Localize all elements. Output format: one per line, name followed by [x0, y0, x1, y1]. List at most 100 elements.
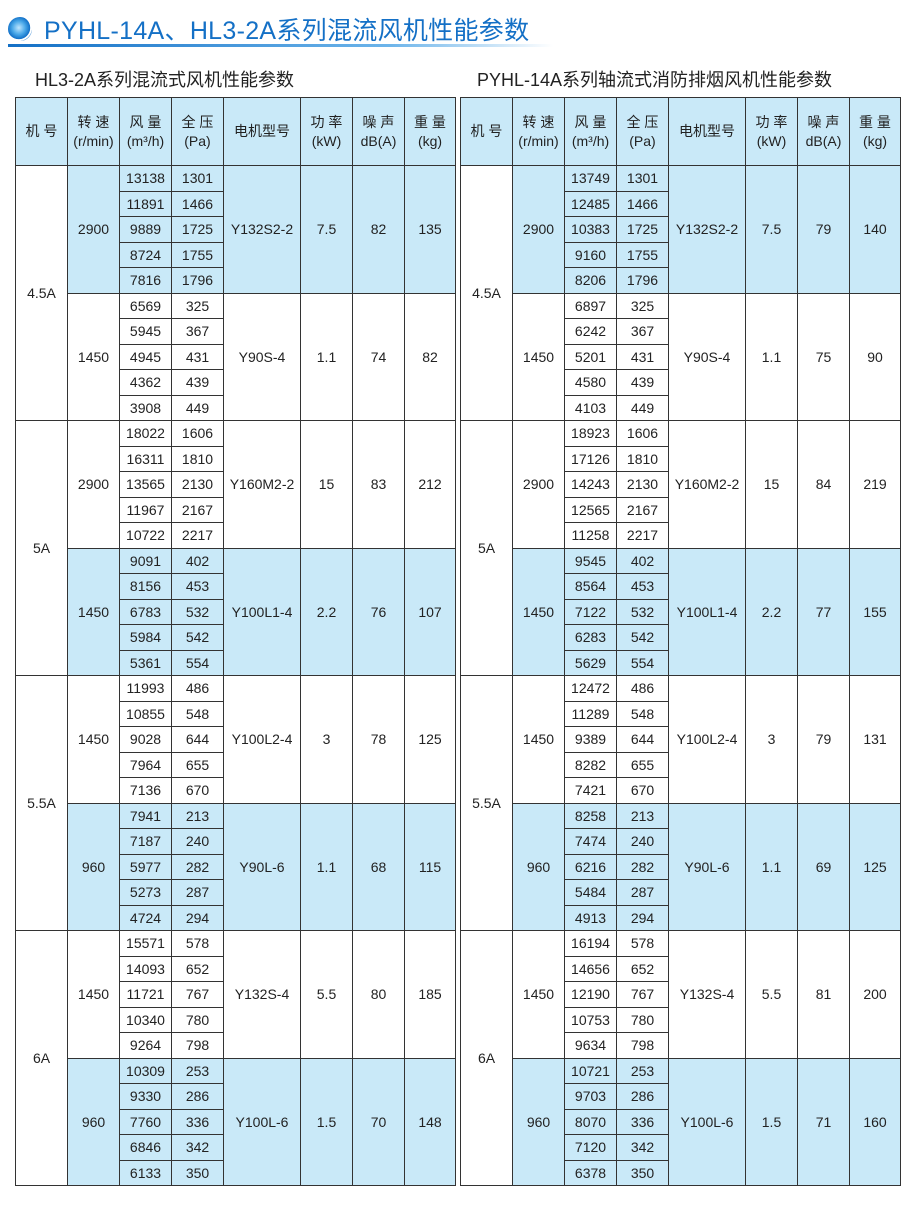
table-row: 9330 286	[16, 1083, 456, 1110]
pressure-cell: 644	[616, 726, 669, 753]
table-row: 12565 2167	[461, 496, 901, 523]
table-row: 5629 554	[461, 649, 901, 676]
table-row: 9160 1755	[461, 241, 901, 268]
speed-cell: 960	[67, 802, 120, 931]
airflow-cell: 14093	[119, 955, 172, 982]
airflow-cell: 4913	[564, 904, 617, 931]
pressure-cell: 542	[616, 624, 669, 651]
header-label: 重 量	[414, 113, 446, 130]
noise-cell: 81	[797, 930, 850, 1059]
pressure-cell: 213	[171, 802, 224, 829]
pressure-cell: 554	[616, 649, 669, 676]
airflow-cell: 11993	[119, 675, 172, 702]
airflow-cell: 14656	[564, 955, 617, 982]
header-unit: (Pa)	[629, 132, 656, 149]
airflow-cell: 13138	[119, 165, 172, 192]
pressure-cell: 670	[171, 777, 224, 804]
pressure-cell: 253	[616, 1057, 669, 1084]
airflow-cell: 6897	[564, 292, 617, 319]
header-label: 机 号	[470, 123, 503, 139]
weight-cell: 148	[404, 1057, 456, 1186]
table-row: 5273 287	[16, 879, 456, 906]
header-row: 机 号 转 速 (r/min) 风 量 (m³/h) 全 压 (Pa) 电机型号 功 率 (kW)…	[460, 97, 901, 166]
pressure-cell: 431	[171, 343, 224, 370]
speed-cell: 960	[67, 1057, 120, 1186]
table-row: 5A 2900 18022 1606 Y160M2-2 15 83 212	[15, 420, 456, 676]
pressure-cell: 439	[616, 369, 669, 396]
pressure-cell: 287	[171, 879, 224, 906]
airflow-cell: 11289	[564, 700, 617, 727]
table-row: 7120 342	[461, 1134, 901, 1161]
power-cell: 3	[300, 675, 353, 804]
airflow-cell: 5984	[119, 624, 172, 651]
weight-cell: 82	[404, 292, 456, 421]
header-label: 风 量	[574, 113, 607, 130]
table-row: 6133 350	[16, 1159, 456, 1186]
speed-cell: 1450	[512, 930, 565, 1059]
pressure-cell: 1796	[171, 267, 224, 294]
speed-cell: 1450	[67, 930, 120, 1059]
motor-model-cell: Y100L1-4	[223, 547, 301, 676]
motor-model-cell: Y160M2-2	[668, 420, 746, 549]
airflow-cell: 9028	[119, 726, 172, 753]
table-row: 6216 282	[461, 853, 901, 880]
noise-cell: 70	[352, 1057, 405, 1186]
table-row: 4580 439	[461, 369, 901, 396]
performance-table-hl3-2a: 机 号 转 速 (r/min) 风 量 (m³/h) 全 压 (Pa) 电机型号 功 率 (kW)…	[15, 97, 456, 1186]
motor-model-cell: Y100L2-4	[668, 675, 746, 804]
airflow-cell: 6378	[564, 1159, 617, 1186]
motor-model-cell: Y132S-4	[223, 930, 301, 1059]
airflow-cell: 8156	[119, 573, 172, 600]
weight-cell: 155	[849, 547, 901, 676]
table-row: 3908 449	[16, 394, 456, 421]
airflow-cell: 8258	[564, 802, 617, 829]
pressure-cell: 780	[616, 1006, 669, 1033]
table-row: 1450 6569 325 Y90S-4 1.1 74 82	[16, 292, 456, 421]
pressure-cell: 336	[616, 1108, 669, 1135]
noise-cell: 79	[797, 165, 850, 294]
airflow-cell: 10309	[119, 1057, 172, 1084]
airflow-cell: 5201	[564, 343, 617, 370]
pressure-cell: 798	[616, 1032, 669, 1059]
pressure-cell: 2217	[171, 522, 224, 549]
column-header: 重 量 (kg)	[849, 97, 901, 166]
airflow-cell: 9545	[564, 547, 617, 574]
table-row: 8564 453	[461, 573, 901, 600]
speed-cell: 1450	[512, 547, 565, 676]
pressure-cell: 1810	[616, 445, 669, 472]
pressure-cell: 402	[616, 547, 669, 574]
header-label: 全 压	[626, 113, 659, 130]
pressure-cell: 486	[171, 675, 224, 702]
speed-cell: 1450	[67, 292, 120, 421]
table-row: 9389 644	[461, 726, 901, 753]
pressure-cell: 367	[616, 318, 669, 345]
power-cell: 7.5	[745, 165, 798, 294]
speed-cell: 1450	[67, 675, 120, 804]
airflow-cell: 7816	[119, 267, 172, 294]
pressure-cell: 2130	[171, 471, 224, 498]
airflow-cell: 6846	[119, 1134, 172, 1161]
page-title-text: PYHL-14A、HL3-2A系列混流风机性能参数	[44, 17, 530, 45]
table-row: 5.5A 1450 12472 486 Y100L2-4 3 79 131	[460, 675, 901, 931]
airflow-cell: 6216	[564, 853, 617, 880]
pressure-cell: 1466	[616, 190, 669, 217]
table-title-left: HL3-2A系列混流式风机性能参数	[35, 70, 295, 90]
speed-cell: 2900	[67, 420, 120, 549]
weight-cell: 212	[404, 420, 456, 549]
noise-cell: 74	[352, 292, 405, 421]
header-label: 电机型号	[679, 123, 735, 139]
pressure-cell: 532	[616, 598, 669, 625]
column-header: 机 号	[15, 97, 68, 166]
airflow-cell: 10340	[119, 1006, 172, 1033]
title-underline	[8, 44, 553, 47]
pressure-cell: 449	[171, 394, 224, 421]
pressure-cell: 286	[616, 1083, 669, 1110]
header-unit: (m³/h)	[571, 132, 610, 149]
noise-cell: 82	[352, 165, 405, 294]
airflow-cell: 10753	[564, 1006, 617, 1033]
table-row: 9028 644	[16, 726, 456, 753]
table-row: 8206 1796	[461, 267, 901, 294]
airflow-cell: 8724	[119, 241, 172, 268]
airflow-cell: 15571	[119, 930, 172, 957]
pressure-cell: 367	[171, 318, 224, 345]
